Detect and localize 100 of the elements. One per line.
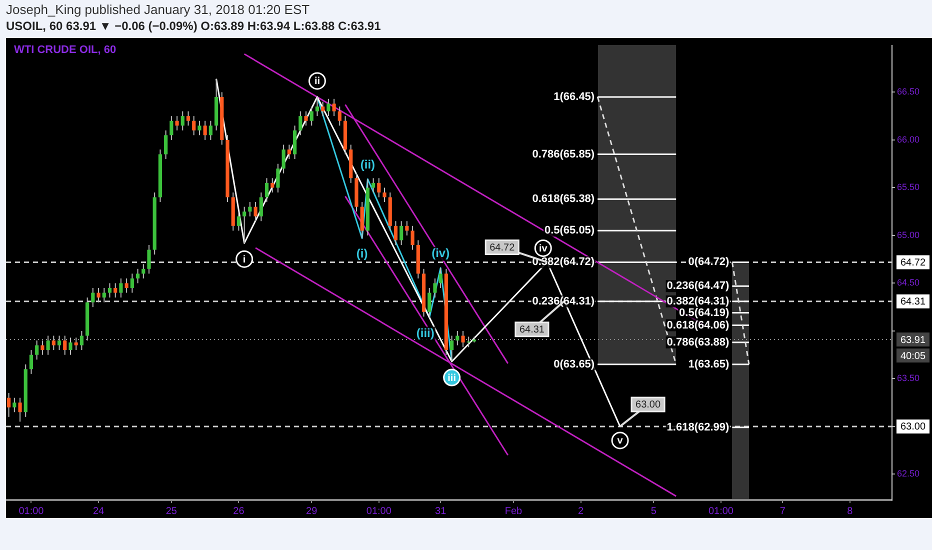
candlestick xyxy=(276,163,280,193)
candlestick xyxy=(208,120,212,140)
y-tick-label: 62.50 xyxy=(897,468,920,479)
candlestick xyxy=(203,120,207,140)
series-label: 0.618(64.06) xyxy=(666,319,730,332)
annotation: iii xyxy=(448,372,456,384)
candlestick xyxy=(186,110,190,126)
y-tick-label: 66.00 xyxy=(897,134,920,144)
candlestick xyxy=(326,98,330,117)
candlestick xyxy=(428,287,432,318)
candlestick xyxy=(12,397,16,413)
candlestick xyxy=(450,335,454,362)
text: 40:05 xyxy=(900,350,926,362)
candlestick xyxy=(192,116,196,136)
x-tick-label: 24 xyxy=(92,506,105,517)
annotation: iv xyxy=(538,243,548,254)
series-label: 0.786(65.85) xyxy=(532,148,595,160)
candlestick xyxy=(259,192,263,222)
candlestick xyxy=(456,330,460,346)
candlestick xyxy=(175,116,179,131)
candlestick xyxy=(74,337,78,351)
legend-label: 0.382(64.72) xyxy=(532,256,595,268)
candlestick xyxy=(124,278,128,294)
annotation: 63.00 xyxy=(636,400,661,411)
x-tick-label: 7 xyxy=(780,506,786,517)
y-tick-label: 64.50 xyxy=(897,278,920,288)
series-label: 0.236(64.47) xyxy=(666,280,730,292)
candlestick xyxy=(264,178,269,203)
candlestick xyxy=(18,397,22,422)
series-label: 0(64.72) xyxy=(688,256,730,268)
candlestick xyxy=(80,330,84,351)
x-tick-label: 31 xyxy=(435,506,447,517)
ref-line-label: 64.72 xyxy=(900,257,926,268)
candlestick xyxy=(63,335,67,356)
ref-line-label: 63.91 xyxy=(900,334,926,346)
candlestick xyxy=(248,202,252,217)
series-label: 0.236(64.31) xyxy=(532,295,595,308)
candlestick xyxy=(236,211,241,232)
x-tick-label: 5 xyxy=(650,506,657,517)
series-label: 1(66.45) xyxy=(554,91,595,104)
candlestick xyxy=(29,350,34,374)
candlestick xyxy=(102,287,106,303)
x-tick-label: Feb xyxy=(504,506,523,517)
candlestick xyxy=(400,220,404,246)
candlestick xyxy=(382,187,386,203)
candlestick xyxy=(338,106,342,126)
candlestick xyxy=(180,110,184,131)
candlestick xyxy=(108,282,112,298)
y-tick-label: 63.50 xyxy=(897,373,920,384)
series-label: 1(63.65) xyxy=(688,358,730,370)
x-tick-label: 2 xyxy=(578,506,584,517)
candlestick xyxy=(270,178,274,193)
candlestick xyxy=(57,335,62,351)
candlestick xyxy=(170,116,174,140)
series-label: 0.5(65.05) xyxy=(544,224,595,237)
candlestick xyxy=(142,264,146,279)
candlestick xyxy=(114,282,118,298)
text: Joseph_King published January 31, 2018 01:20 EST xyxy=(6,2,310,17)
candlestick xyxy=(287,144,291,160)
candlestick xyxy=(438,267,442,288)
candlestick xyxy=(40,340,44,356)
annotation: (iii) xyxy=(416,326,434,340)
candlestick xyxy=(405,220,409,236)
candlestick xyxy=(46,335,50,356)
candlestick xyxy=(410,225,414,250)
candlestick xyxy=(136,268,140,284)
candlestick xyxy=(68,337,72,356)
y-tick-label: 65.00 xyxy=(897,230,920,240)
ref-line-label: 63.00 xyxy=(900,422,926,433)
candlestick xyxy=(292,125,297,160)
annotation: 64.31 xyxy=(519,324,545,336)
candlestick xyxy=(321,101,325,117)
candlestick xyxy=(7,392,11,418)
series-label: 0.618(65.38) xyxy=(532,193,595,206)
candlestick xyxy=(164,130,168,160)
candlestick xyxy=(360,202,364,239)
candlestick xyxy=(254,202,258,222)
annotation: (i) xyxy=(356,246,368,261)
x-tick-label: 25 xyxy=(166,506,178,517)
candlestick xyxy=(466,336,470,348)
y-tick-label: 65.50 xyxy=(897,182,920,192)
annotation: 64.72 xyxy=(490,242,516,254)
candlestick xyxy=(147,244,151,274)
annotation: ii xyxy=(314,76,320,88)
candlestick xyxy=(394,220,398,246)
x-tick-label: 01:00 xyxy=(366,506,392,517)
candlestick xyxy=(96,287,100,303)
chart-subtitle: USOIL, 60 63.91 ▼ −0.06 (−0.09%) O:63.89 H:63.94 L:63.88 C:63.91 xyxy=(6,19,381,33)
x-tick-label: 8 xyxy=(847,506,854,517)
candlestick xyxy=(198,120,202,136)
candlestick xyxy=(315,96,320,117)
candlestick xyxy=(377,178,381,198)
x-tick-label: 01:00 xyxy=(18,506,44,517)
candlestick xyxy=(119,278,123,298)
annotation: v xyxy=(617,436,624,447)
x-tick-label: 29 xyxy=(306,506,318,517)
series-label: 1.618(62.99) xyxy=(666,421,730,434)
candlestick xyxy=(310,106,314,126)
candlestick xyxy=(461,330,465,348)
candlestick xyxy=(282,144,286,174)
